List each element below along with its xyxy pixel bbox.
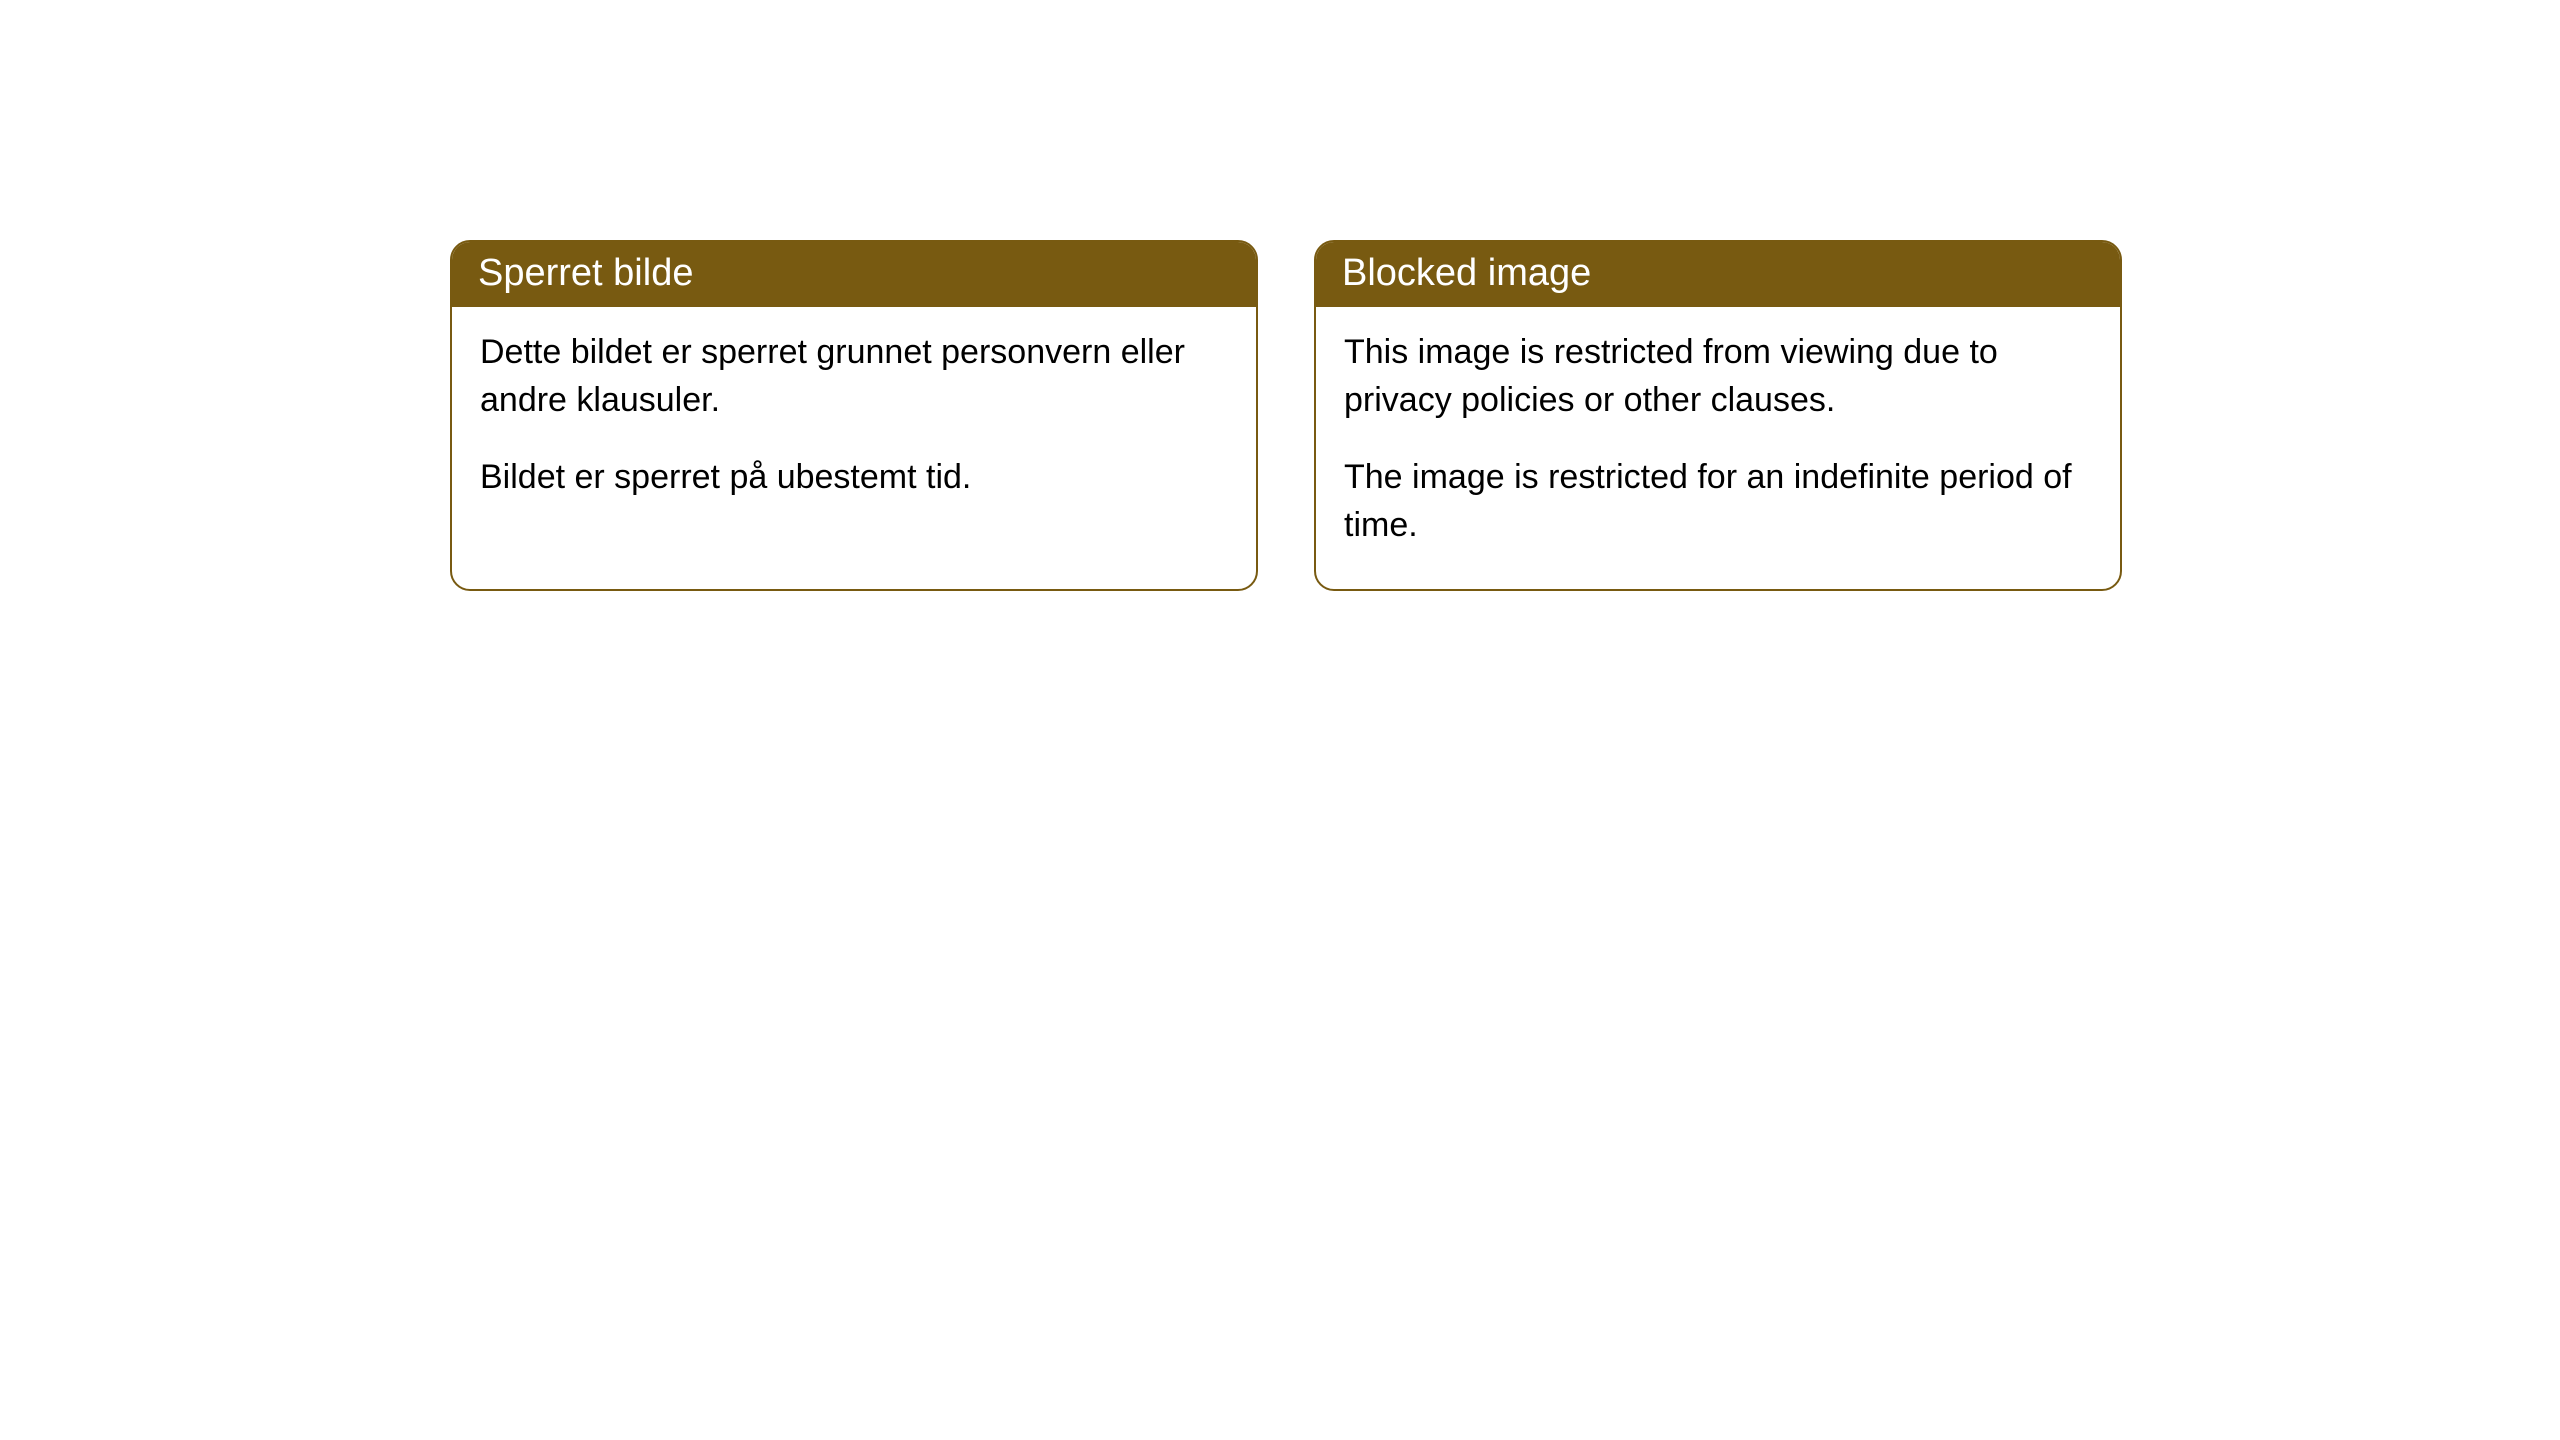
notice-card-english: Blocked image This image is restricted f… [1314, 240, 2122, 591]
notice-body: Dette bildet er sperret grunnet personve… [452, 307, 1256, 542]
notice-card-norwegian: Sperret bilde Dette bildet er sperret gr… [450, 240, 1258, 591]
notice-paragraph-2: Bildet er sperret på ubestemt tid. [480, 454, 1228, 502]
notice-body: This image is restricted from viewing du… [1316, 307, 2120, 589]
notice-title: Blocked image [1316, 242, 2120, 307]
notice-title: Sperret bilde [452, 242, 1256, 307]
notice-paragraph-2: The image is restricted for an indefinit… [1344, 454, 2092, 549]
notice-paragraph-1: Dette bildet er sperret grunnet personve… [480, 329, 1228, 424]
notice-container: Sperret bilde Dette bildet er sperret gr… [0, 0, 2560, 591]
notice-paragraph-1: This image is restricted from viewing du… [1344, 329, 2092, 424]
